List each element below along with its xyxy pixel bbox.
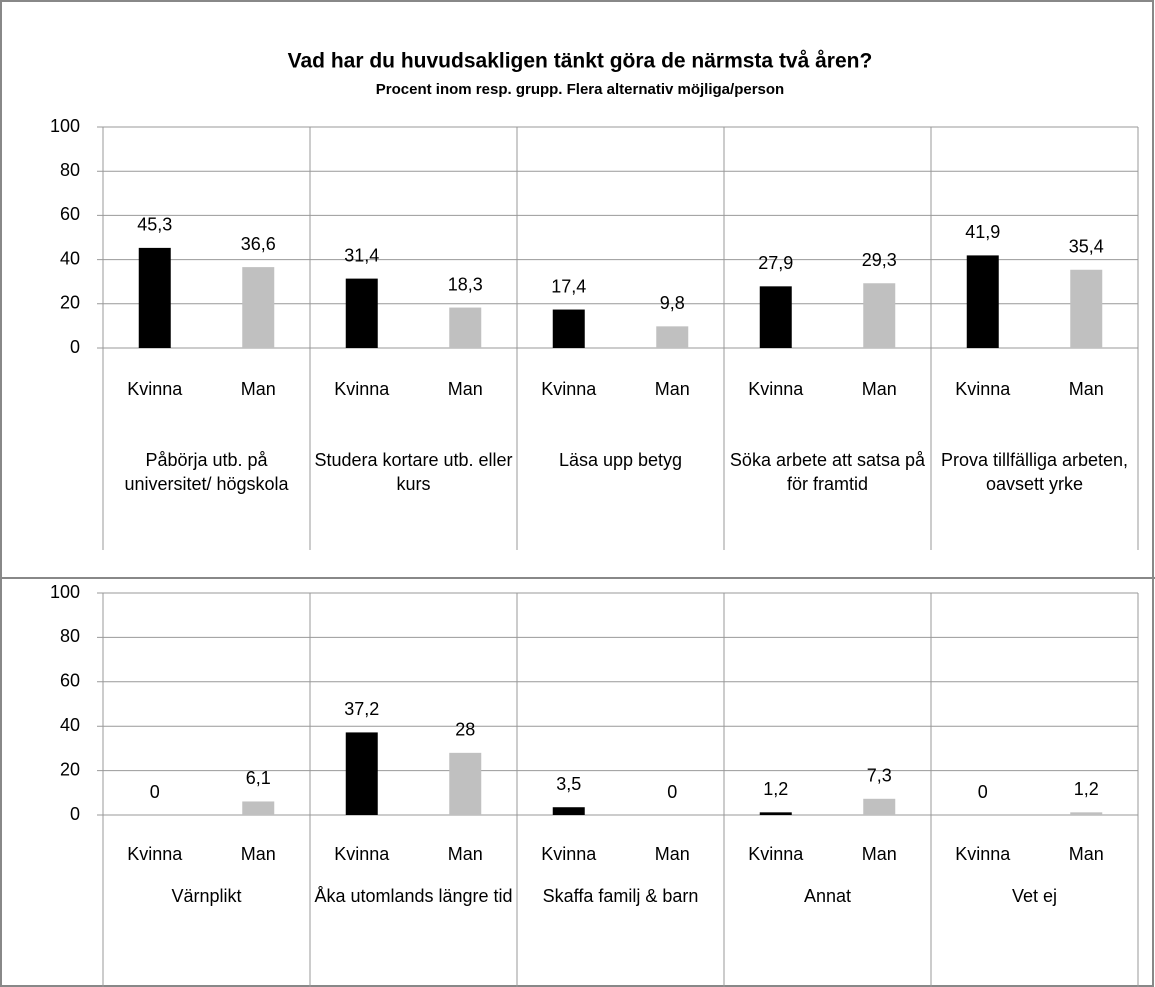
bar — [242, 801, 275, 815]
bar — [138, 247, 171, 348]
data-label: 1,2 — [763, 779, 788, 799]
data-label: 18,3 — [448, 274, 483, 294]
data-label: 1,2 — [1074, 779, 1099, 799]
data-label: 36,6 — [241, 234, 276, 254]
x-subcategory-label: Man — [1069, 844, 1104, 864]
x-subcategory-label: Man — [448, 844, 483, 864]
x-category-label: Vet ej — [1011, 886, 1058, 906]
x-subcategory-label: Man — [655, 844, 690, 864]
x-subcategory-label: Man — [241, 844, 276, 864]
chart-title: Vad har du huvudsakligen tänkt göra de n… — [288, 50, 873, 73]
y-tick-label: 60 — [60, 671, 80, 691]
y-tick-label: 80 — [60, 160, 80, 180]
bar — [449, 752, 482, 815]
x-subcategory-label: Kvinna — [955, 379, 1011, 399]
bar — [345, 278, 378, 348]
x-category-label: Annat — [803, 886, 852, 906]
y-tick-label: 60 — [60, 204, 80, 224]
data-label: 28 — [455, 720, 475, 740]
category-label-box: Studera kortare utb. eller kurs — [314, 450, 513, 494]
category-label-box: Skaffa familj & barn — [542, 886, 699, 906]
x-category-label: Skaffa familj & barn — [542, 886, 699, 906]
bar — [966, 255, 999, 348]
bar — [1070, 812, 1103, 815]
data-label: 27,9 — [758, 253, 793, 273]
x-subcategory-label: Kvinna — [127, 844, 183, 864]
data-label: 31,4 — [344, 245, 379, 265]
data-label: 3,5 — [556, 774, 581, 794]
chart-subtitle: Procent inom resp. grupp. Flera alternat… — [376, 81, 784, 98]
x-category-label: Värnplikt — [171, 886, 242, 906]
data-label: 6,1 — [246, 768, 271, 788]
x-category-label: Prova tillfälliga arbeten, oavsett yrke — [940, 450, 1129, 494]
bar — [345, 732, 378, 815]
bar — [449, 307, 482, 348]
data-label: 0 — [978, 782, 988, 802]
bar — [759, 286, 792, 348]
bar — [1070, 269, 1103, 348]
x-subcategory-label: Kvinna — [334, 844, 390, 864]
x-subcategory-label: Man — [448, 379, 483, 399]
category-label-box: Åka utomlands längre tid — [314, 886, 513, 906]
data-label: 37,2 — [344, 699, 379, 719]
bar — [552, 807, 585, 815]
data-label: 0 — [150, 782, 160, 802]
data-label: 41,9 — [965, 222, 1000, 242]
x-subcategory-label: Kvinna — [748, 844, 804, 864]
bar — [863, 798, 896, 815]
y-tick-label: 20 — [60, 759, 80, 779]
y-tick-label: 0 — [70, 337, 80, 357]
data-label: 0 — [667, 782, 677, 802]
category-label-box: Söka arbete att satsa på för framtid — [729, 450, 926, 494]
y-tick-label: 80 — [60, 626, 80, 646]
bar — [242, 267, 275, 348]
y-tick-label: 0 — [70, 804, 80, 824]
x-subcategory-label: Kvinna — [541, 379, 597, 399]
y-tick-label: 100 — [50, 582, 80, 602]
x-subcategory-label: Man — [862, 844, 897, 864]
bar — [656, 326, 689, 348]
x-category-label: Söka arbete att satsa på för framtid — [729, 450, 926, 494]
y-tick-label: 40 — [60, 248, 80, 268]
category-label-box: Läsa upp betyg — [558, 450, 683, 470]
x-category-label: Läsa upp betyg — [558, 450, 683, 470]
data-label: 35,4 — [1069, 237, 1104, 257]
x-subcategory-label: Kvinna — [334, 379, 390, 399]
x-category-label: Påbörja utb. på universitet/ högskola — [124, 450, 289, 494]
category-label-box: Påbörja utb. på universitet/ högskola — [124, 450, 289, 494]
category-label-box: Prova tillfälliga arbeten, oavsett yrke — [940, 450, 1129, 494]
data-label: 45,3 — [137, 215, 172, 235]
category-label-box: Värnplikt — [171, 886, 242, 906]
y-tick-label: 40 — [60, 715, 80, 735]
bar — [863, 283, 896, 348]
bar — [552, 309, 585, 348]
bar — [759, 812, 792, 815]
x-subcategory-label: Man — [1069, 379, 1104, 399]
data-label: 9,8 — [660, 293, 685, 313]
x-subcategory-label: Man — [655, 379, 690, 399]
x-subcategory-label: Kvinna — [127, 379, 183, 399]
x-category-label: Studera kortare utb. eller kurs — [314, 450, 513, 494]
y-tick-label: 100 — [50, 116, 80, 136]
x-category-label: Åka utomlands längre tid — [314, 886, 513, 906]
data-label: 7,3 — [867, 766, 892, 786]
x-subcategory-label: Man — [241, 379, 276, 399]
category-label-box: Vet ej — [1011, 886, 1058, 906]
data-label: 29,3 — [862, 250, 897, 270]
x-subcategory-label: Man — [862, 379, 897, 399]
x-subcategory-label: Kvinna — [955, 844, 1011, 864]
data-label: 17,4 — [551, 276, 586, 296]
category-label-box: Annat — [803, 886, 852, 906]
x-subcategory-label: Kvinna — [541, 844, 597, 864]
x-subcategory-label: Kvinna — [748, 379, 804, 399]
y-tick-label: 20 — [60, 293, 80, 313]
